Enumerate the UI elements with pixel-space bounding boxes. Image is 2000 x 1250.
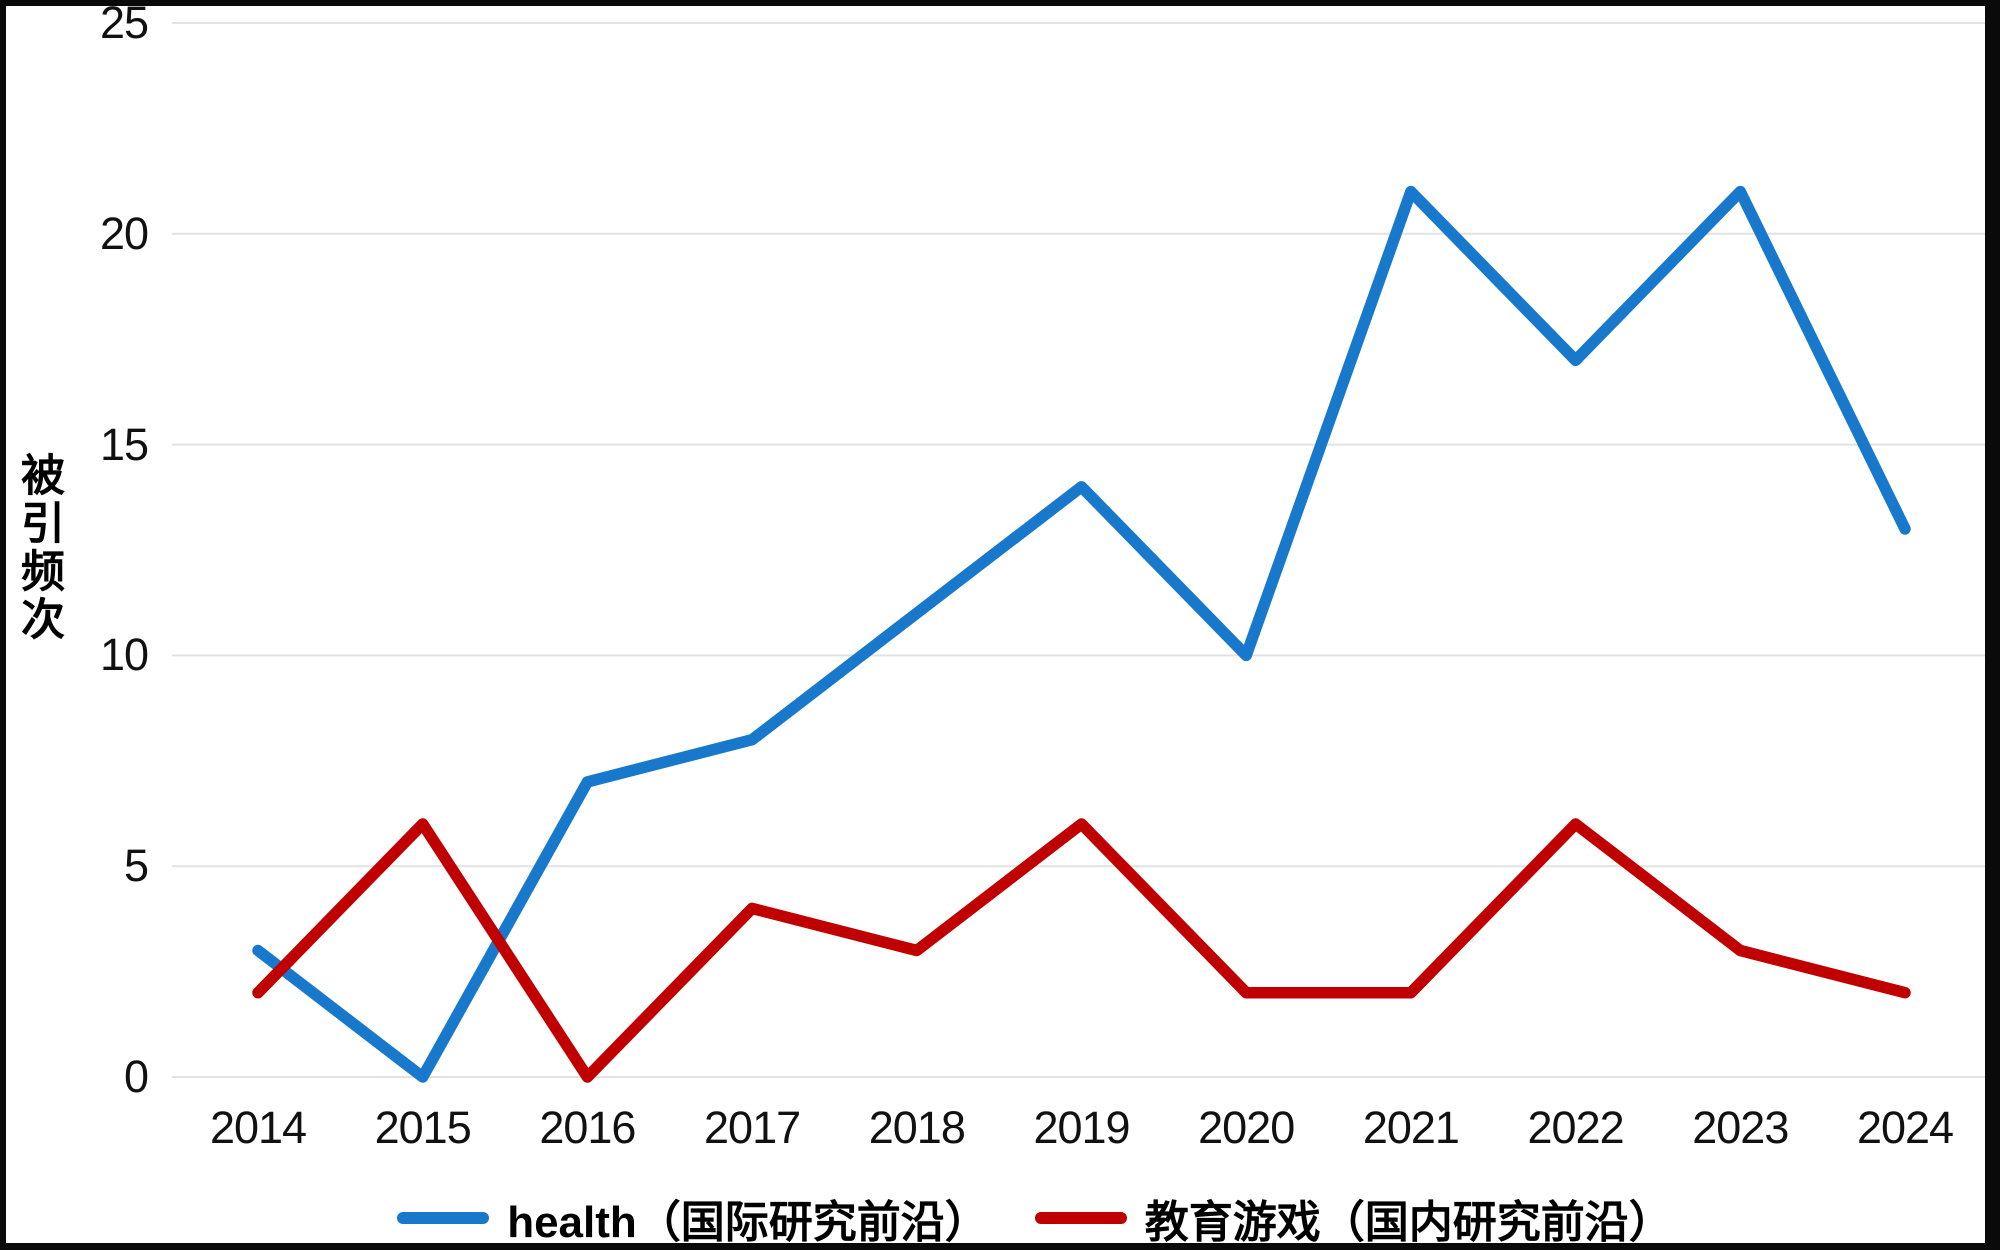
x-tick-label: 2016 xyxy=(539,1102,636,1153)
y-tick-label: 10 xyxy=(99,629,149,681)
frame-border-right xyxy=(1985,0,2000,1250)
legend-item-edu-games: 教育游戏（国内研究前沿） xyxy=(1034,1186,1673,1250)
legend-swatch-edu-games xyxy=(1034,1212,1127,1224)
y-tick-label: 25 xyxy=(99,0,149,48)
x-tick-label: 2021 xyxy=(1362,1102,1460,1153)
legend-label-health: health（国际研究前沿） xyxy=(507,1198,989,1247)
y-axis-title: 被引频次 xyxy=(14,452,63,644)
y-tick-label: 0 xyxy=(123,1051,149,1102)
series-line-edu-games xyxy=(252,818,1911,1083)
frame-border-bottom xyxy=(0,1243,2000,1250)
x-tick-label: 2020 xyxy=(1198,1102,1295,1153)
y-tick-label: 5 xyxy=(123,840,149,892)
x-tick-label: 2014 xyxy=(209,1102,307,1153)
frame-border-top xyxy=(0,0,2000,6)
x-tick-label: 2022 xyxy=(1527,1102,1625,1153)
x-tick-label: 2024 xyxy=(1856,1102,1954,1153)
x-tick-label: 2017 xyxy=(704,1102,801,1153)
x-tick-label: 2019 xyxy=(1033,1102,1130,1153)
x-tick-label: 2018 xyxy=(868,1102,966,1153)
y-tick-label: 15 xyxy=(99,418,149,470)
legend-item-health: health（国际研究前沿） xyxy=(397,1186,989,1250)
legend-label-edu-games: 教育游戏（国内研究前沿） xyxy=(1144,1198,1673,1247)
y-tick-label: 20 xyxy=(99,207,149,259)
legend: health（国际研究前沿） 教育游戏（国内研究前沿） xyxy=(70,1190,2000,1247)
frame-border-left xyxy=(0,0,6,1250)
x-tick-label: 2023 xyxy=(1692,1102,1789,1153)
x-tick-label: 2015 xyxy=(374,1102,472,1153)
legend-swatch-health xyxy=(397,1212,490,1224)
series-line-health xyxy=(252,185,1911,1083)
